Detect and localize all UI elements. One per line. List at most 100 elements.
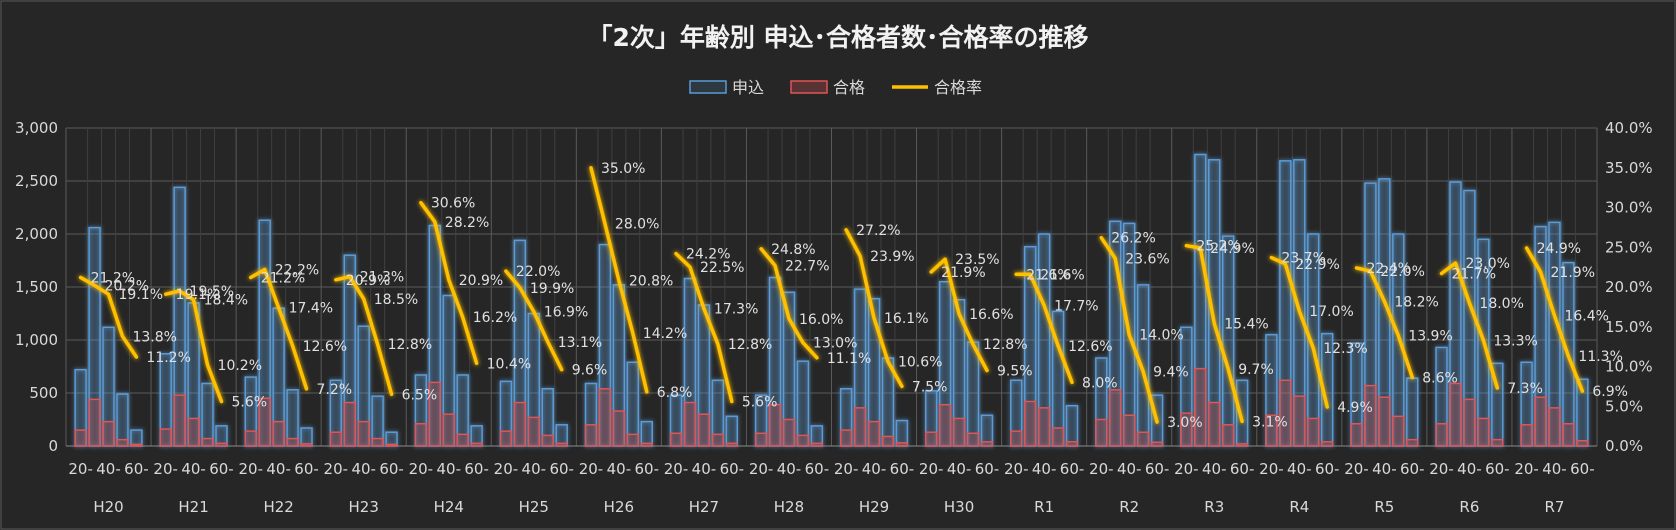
bar-pass <box>768 403 782 447</box>
rate-data-label: 10.6% <box>898 355 942 371</box>
rate-data-label: 7.5% <box>912 379 948 395</box>
rate-line <box>759 247 819 360</box>
rate-data-label: 23.0% <box>1465 256 1509 272</box>
bar-pass <box>1463 398 1476 447</box>
y-right-tick-label: 5.0% <box>1605 397 1643 415</box>
bar-pass <box>88 398 101 447</box>
x-age-tick-label: 40- <box>692 460 717 478</box>
rate-data-label: 17.7% <box>1054 298 1098 314</box>
bar-pass <box>697 413 711 447</box>
rate-line <box>78 275 139 359</box>
rate-data-label: 24.9% <box>1210 241 1254 257</box>
rate-data-label: 18.4% <box>204 293 248 309</box>
rate-data-label: 12.3% <box>1323 341 1367 357</box>
rate-data-label: 28.2% <box>445 215 489 231</box>
x-age-tick-label: 40- <box>607 460 632 478</box>
rate-data-label: 9.4% <box>1153 364 1189 380</box>
x-age-tick-label: 40- <box>1117 460 1142 478</box>
bar-pass <box>1023 400 1037 447</box>
series-pass-bars <box>74 367 1589 447</box>
rate-line <box>589 166 649 394</box>
rate-data-label: 28.0% <box>615 216 659 232</box>
bar-pass <box>1307 417 1320 447</box>
y-left-tick-label: 3,000 <box>15 119 58 137</box>
rate-data-label: 18.0% <box>1479 296 1523 312</box>
bar-pass <box>329 431 343 447</box>
x-age-tick-label: 20- <box>749 460 774 478</box>
bar-pass <box>1194 367 1207 447</box>
x-age-tick-label: 60- <box>124 460 149 478</box>
y-right-tick-label: 15.0% <box>1605 318 1653 336</box>
rate-data-label: 22.0% <box>1380 264 1424 280</box>
x-year-label: H27 <box>689 498 719 516</box>
rate-data-label: 8.0% <box>1082 375 1118 391</box>
rate-data-label: 21.7% <box>1452 266 1496 282</box>
x-year-label: H30 <box>944 498 974 516</box>
x-age-tick-label: 40- <box>96 460 121 478</box>
bar-pass <box>300 443 313 447</box>
bar-pass <box>895 442 909 447</box>
bar-pass <box>1534 396 1547 447</box>
x-age-tick-label: 60- <box>1570 460 1595 478</box>
bar-pass <box>1279 379 1292 447</box>
legend-swatch-pass <box>790 80 828 94</box>
bar-pass <box>102 420 115 447</box>
bar-pass <box>456 433 469 447</box>
gridlines <box>65 127 1598 447</box>
rate-data-label: 3.0% <box>1167 415 1203 431</box>
bar-pass <box>513 401 527 447</box>
rate-data-label: 17.3% <box>714 301 758 317</box>
x-year-label: H21 <box>178 498 208 516</box>
x-year-label: H26 <box>604 498 634 516</box>
rate-data-label: 30.6% <box>431 196 475 212</box>
x-age-tick-label: 40- <box>1287 460 1312 478</box>
bar-apply <box>1065 404 1079 447</box>
rate-data-label: 7.2% <box>317 382 353 398</box>
rate-data-label: 12.6% <box>1068 339 1112 355</box>
rate-data-label: 21.6% <box>1040 267 1084 283</box>
rate-data-label: 12.8% <box>388 337 432 353</box>
rate-data-label: 22.7% <box>785 259 829 275</box>
rate-data-label: 11.3% <box>1578 349 1622 365</box>
x-age-tick-label: 40- <box>437 460 462 478</box>
bar-pass <box>244 430 257 447</box>
bar-pass <box>1037 407 1051 447</box>
rate-line <box>334 274 394 397</box>
x-age-tick-label: 20- <box>664 460 689 478</box>
bar-apply <box>725 415 739 447</box>
bar-pass <box>201 437 214 447</box>
bar-apply <box>1406 377 1419 447</box>
rate-data-label: 6.9% <box>1592 384 1628 400</box>
y-right-tick-label: 40.0% <box>1605 119 1653 137</box>
bar-pass <box>938 403 952 447</box>
bar-pass <box>1010 430 1023 447</box>
rate-data-label: 21.9% <box>941 265 985 281</box>
bar-pass <box>1109 389 1122 447</box>
bar-pass <box>428 381 442 447</box>
rate-data-label: 4.9% <box>1337 400 1373 416</box>
x-age-tick-label: 40- <box>1542 460 1567 478</box>
bar-pass <box>499 430 513 447</box>
rate-data-label: 5.6% <box>231 394 267 410</box>
bar-pass <box>187 417 200 447</box>
legend-swatch-apply <box>689 80 727 94</box>
rate-data-label: 13.1% <box>558 335 602 351</box>
x-age-tick-label: 60- <box>635 460 660 478</box>
bar-pass <box>966 432 980 447</box>
x-age-tick-label: 40- <box>351 460 376 478</box>
x-age-tick-label: 40- <box>1457 460 1482 478</box>
rate-data-label: 15.4% <box>1224 317 1268 333</box>
rate-data-label: 22.9% <box>1295 257 1339 273</box>
rate-data-label: 16.0% <box>799 312 843 328</box>
rate-data-label: 19.1% <box>119 287 163 303</box>
x-age-tick-label: 60- <box>1230 460 1255 478</box>
bar-pass <box>1150 441 1164 447</box>
y-left-tick-label: 2,000 <box>15 225 58 243</box>
bar-apply <box>1221 235 1235 447</box>
legend-label: 申込 <box>732 78 764 97</box>
bar-pass <box>839 429 853 447</box>
rate-data-label: 24.9% <box>1537 241 1581 257</box>
rate-data-label: 24.2% <box>686 247 730 263</box>
rate-data-label: 19.1% <box>176 287 220 303</box>
rate-data-label: 20.9% <box>459 273 503 289</box>
